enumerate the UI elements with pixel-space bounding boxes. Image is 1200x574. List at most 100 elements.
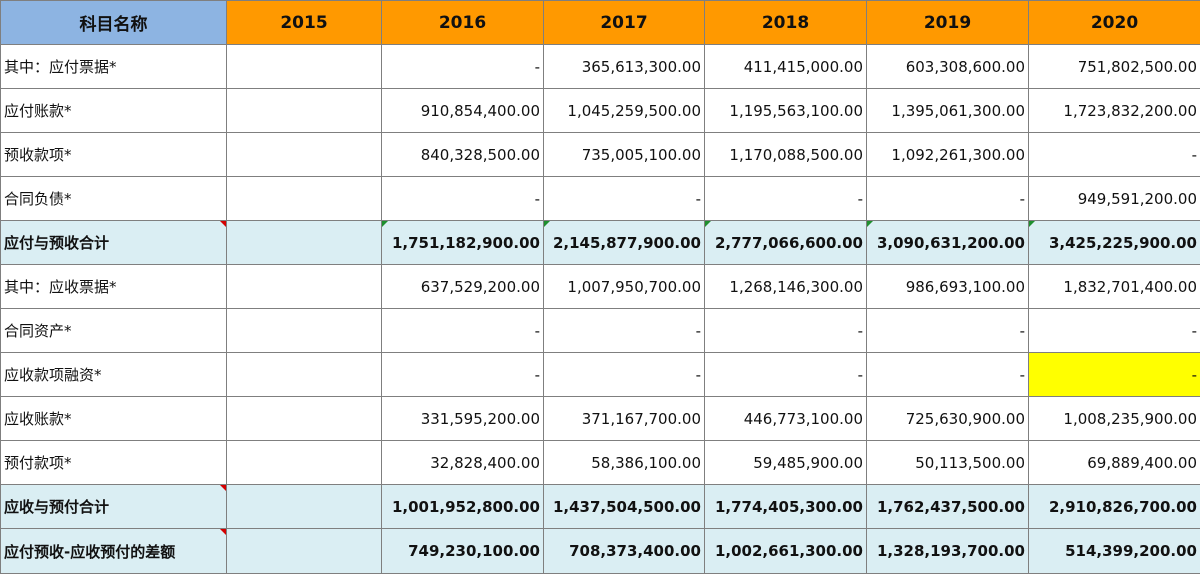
cell-2017[interactable]: 365,613,300.00 [544, 45, 705, 89]
cell-2016[interactable]: 1,751,182,900.00 [382, 221, 544, 265]
cell-2019[interactable]: - [867, 353, 1029, 397]
cell-2016[interactable]: 32,828,400.00 [382, 441, 544, 485]
cell-2017[interactable]: 1,045,259,500.00 [544, 89, 705, 133]
cell-2017[interactable]: 371,167,700.00 [544, 397, 705, 441]
row-label[interactable]: 应收款项融资* [1, 353, 227, 397]
cell-2017[interactable]: 1,007,950,700.00 [544, 265, 705, 309]
cell-2015[interactable] [227, 177, 382, 221]
row-label[interactable]: 合同资产* [1, 309, 227, 353]
cell-2018[interactable]: 1,170,088,500.00 [705, 133, 867, 177]
row-label[interactable]: 合同负债* [1, 177, 227, 221]
row-label[interactable]: 其中：应收票据* [1, 265, 227, 309]
cell-2020[interactable]: - [1029, 133, 1200, 177]
header-year-2016[interactable]: 2016 [382, 1, 544, 45]
table-row-advance-receipts: 预收款项* 840,328,500.00 735,005,100.00 1,17… [1, 133, 1200, 177]
cell-2015[interactable] [227, 485, 382, 529]
cell-2019[interactable]: 1,092,261,300.00 [867, 133, 1029, 177]
cell-2018[interactable]: - [705, 309, 867, 353]
cell-2018[interactable]: 59,485,900.00 [705, 441, 867, 485]
cell-2018[interactable]: 1,195,563,100.00 [705, 89, 867, 133]
cell-2016[interactable]: - [382, 353, 544, 397]
cell-2016[interactable]: 1,001,952,800.00 [382, 485, 544, 529]
header-year-2015[interactable]: 2015 [227, 1, 382, 45]
cell-2020[interactable]: 514,399,200.00 [1029, 529, 1200, 574]
table-row-difference: 应付预收-应收预付的差额 749,230,100.00 708,373,400.… [1, 529, 1200, 574]
cell-2016[interactable]: 840,328,500.00 [382, 133, 544, 177]
table-row-contract-liabilities: 合同负债* - - - - 949,591,200.00 [1, 177, 1200, 221]
cell-2015[interactable] [227, 309, 382, 353]
row-label[interactable]: 应收账款* [1, 397, 227, 441]
header-year-2018[interactable]: 2018 [705, 1, 867, 45]
cell-2017[interactable]: - [544, 309, 705, 353]
row-label[interactable]: 应付与预收合计 [1, 221, 227, 265]
cell-2015[interactable] [227, 265, 382, 309]
table-row-receivables-total: 应收与预付合计 1,001,952,800.00 1,437,504,500.0… [1, 485, 1200, 529]
cell-2019[interactable]: 50,113,500.00 [867, 441, 1029, 485]
cell-2019[interactable]: - [867, 177, 1029, 221]
cell-2016[interactable]: 749,230,100.00 [382, 529, 544, 574]
row-label[interactable]: 预收款项* [1, 133, 227, 177]
cell-2018[interactable]: 1,774,405,300.00 [705, 485, 867, 529]
table-row-contract-assets: 合同资产* - - - - - [1, 309, 1200, 353]
header-account-name[interactable]: 科目名称 [1, 1, 227, 45]
cell-2018[interactable]: 1,002,661,300.00 [705, 529, 867, 574]
cell-2019[interactable]: 1,395,061,300.00 [867, 89, 1029, 133]
cell-2016[interactable]: 331,595,200.00 [382, 397, 544, 441]
cell-2016[interactable]: 910,854,400.00 [382, 89, 544, 133]
cell-2018[interactable]: - [705, 353, 867, 397]
cell-2015[interactable] [227, 89, 382, 133]
row-label[interactable]: 应收与预付合计 [1, 485, 227, 529]
cell-2015[interactable] [227, 221, 382, 265]
cell-2020[interactable]: 1,723,832,200.00 [1029, 89, 1200, 133]
cell-2016[interactable]: - [382, 177, 544, 221]
header-year-2017[interactable]: 2017 [544, 1, 705, 45]
row-label[interactable]: 应付账款* [1, 89, 227, 133]
cell-2015[interactable] [227, 441, 382, 485]
cell-2019[interactable]: 1,762,437,500.00 [867, 485, 1029, 529]
cell-2015[interactable] [227, 397, 382, 441]
cell-2017[interactable]: 58,386,100.00 [544, 441, 705, 485]
table-row-receivables-financing: 应收款项融资* - - - - - [1, 353, 1200, 397]
cell-2017[interactable]: 735,005,100.00 [544, 133, 705, 177]
cell-2015[interactable] [227, 529, 382, 574]
cell-2016[interactable]: - [382, 309, 544, 353]
cell-2016[interactable]: - [382, 45, 544, 89]
cell-2020[interactable]: 69,889,400.00 [1029, 441, 1200, 485]
cell-2019[interactable]: 603,308,600.00 [867, 45, 1029, 89]
cell-2019[interactable]: 725,630,900.00 [867, 397, 1029, 441]
table-row-payables-total: 应付与预收合计 1,751,182,900.00 2,145,877,900.0… [1, 221, 1200, 265]
cell-2020[interactable]: 949,591,200.00 [1029, 177, 1200, 221]
row-label[interactable]: 预付款项* [1, 441, 227, 485]
cell-2018[interactable]: 1,268,146,300.00 [705, 265, 867, 309]
cell-2019[interactable]: 1,328,193,700.00 [867, 529, 1029, 574]
cell-2015[interactable] [227, 353, 382, 397]
cell-2020[interactable]: 3,425,225,900.00 [1029, 221, 1200, 265]
cell-2017[interactable]: - [544, 177, 705, 221]
header-year-2020[interactable]: 2020 [1029, 1, 1200, 45]
cell-2017[interactable]: - [544, 353, 705, 397]
cell-2020[interactable]: 751,802,500.00 [1029, 45, 1200, 89]
cell-2020[interactable]: 1,008,235,900.00 [1029, 397, 1200, 441]
cell-2016[interactable]: 637,529,200.00 [382, 265, 544, 309]
cell-2017[interactable]: 1,437,504,500.00 [544, 485, 705, 529]
cell-2018[interactable]: 2,777,066,600.00 [705, 221, 867, 265]
cell-2018[interactable]: 411,415,000.00 [705, 45, 867, 89]
cell-2015[interactable] [227, 45, 382, 89]
cell-2018[interactable]: - [705, 177, 867, 221]
cell-2015[interactable] [227, 133, 382, 177]
header-year-2019[interactable]: 2019 [867, 1, 1029, 45]
row-label[interactable]: 其中：应付票据* [1, 45, 227, 89]
cell-2020[interactable]: - [1029, 309, 1200, 353]
cell-2020[interactable]: 1,832,701,400.00 [1029, 265, 1200, 309]
cell-2018[interactable]: 446,773,100.00 [705, 397, 867, 441]
cell-2020-highlighted[interactable]: - [1029, 353, 1200, 397]
row-label[interactable]: 应付预收-应收预付的差额 [1, 529, 227, 574]
cell-2017[interactable]: 2,145,877,900.00 [544, 221, 705, 265]
cell-2019[interactable]: 986,693,100.00 [867, 265, 1029, 309]
table-row-accounts-payable: 应付账款* 910,854,400.00 1,045,259,500.00 1,… [1, 89, 1200, 133]
cell-2019[interactable]: 3,090,631,200.00 [867, 221, 1029, 265]
cell-2020[interactable]: 2,910,826,700.00 [1029, 485, 1200, 529]
cell-2019[interactable]: - [867, 309, 1029, 353]
cell-2017[interactable]: 708,373,400.00 [544, 529, 705, 574]
